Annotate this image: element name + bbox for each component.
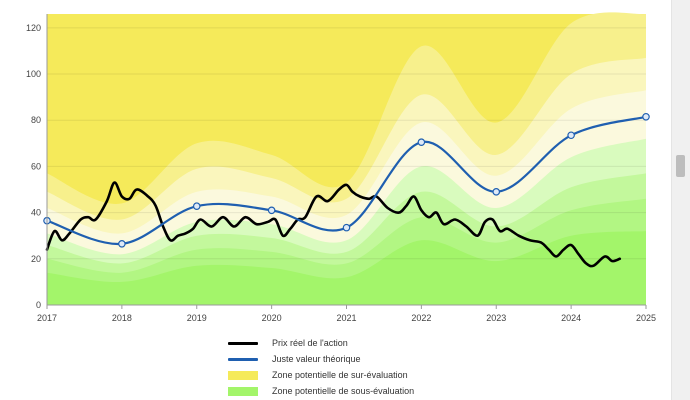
chart-legend: Prix réel de l'action Juste valeur théor… (228, 335, 414, 399)
price-line (45, 181, 622, 268)
legend-label-overvaluation: Zone potentielle de sur-évaluation (272, 370, 408, 380)
x-tick-label-2018: 2018 (112, 313, 132, 323)
legend-swatch-undervaluation (228, 386, 258, 396)
valuation-chart: 0 20 40 60 80 100 120 2017 2018 2019 2020 2021 2022 2… (26, 12, 656, 323)
legend-item-overvaluation[interactable]: Zone potentielle de sur-évaluation (228, 367, 414, 383)
x-tick-label-2020: 2020 (262, 313, 282, 323)
scrollbar-thumb[interactable] (676, 155, 685, 177)
legend-label-fair-value: Juste valeur théorique (272, 354, 361, 364)
valuation-band-8 (47, 231, 646, 305)
fair-value-point-4 (267, 206, 276, 215)
y-tick-label-60: 60 (31, 161, 41, 171)
legend-swatch-price (228, 341, 258, 345)
fair-value-line (45, 115, 648, 245)
fair-value-point-9 (642, 112, 650, 121)
legend-item-price[interactable]: Prix réel de l'action (228, 335, 414, 351)
chart-axes: 0 20 40 60 80 100 120 2017 2018 2019 2020 2021 2022 2… (26, 14, 656, 323)
x-tick-label-2023: 2023 (486, 313, 506, 323)
legend-swatch-fair-value (228, 357, 258, 361)
page-scrollbar[interactable] (671, 0, 690, 400)
legend-label-price: Prix réel de l'action (272, 338, 348, 348)
fair-value-point-8 (567, 131, 575, 140)
y-tick-label-20: 20 (31, 254, 41, 264)
x-tick-label-2021: 2021 (336, 313, 356, 323)
legend-label-undervaluation: Zone potentielle de sous-évaluation (272, 386, 415, 396)
fair-value-point-7 (492, 188, 501, 196)
valuation-zones (47, 12, 646, 306)
y-tick-label-40: 40 (31, 208, 41, 218)
fair-value-point-5 (342, 223, 351, 232)
y-tick-label-120: 120 (26, 23, 41, 33)
chart-gridlines (47, 27, 646, 306)
x-tick-label-2017: 2017 (37, 313, 57, 323)
x-tick-label-2022: 2022 (411, 313, 431, 323)
x-tick-label-2024: 2024 (561, 313, 581, 323)
series-lines (45, 115, 648, 268)
legend-item-undervaluation[interactable]: Zone potentielle de sous-évaluation (228, 383, 414, 399)
legend-swatch-overvaluation (228, 370, 258, 380)
legend-item-fair-value[interactable]: Juste valeur théorique (228, 351, 414, 367)
y-tick-label-80: 80 (31, 115, 41, 125)
y-tick-label-0: 0 (36, 300, 41, 310)
fair-value-markers (43, 112, 650, 248)
fair-value-point-6 (417, 138, 426, 146)
y-tick-label-100: 100 (26, 69, 41, 79)
x-tick-label-2019: 2019 (187, 313, 207, 323)
fair-value-point-2 (118, 239, 126, 248)
fair-value-point-3 (192, 202, 201, 210)
x-tick-label-2025: 2025 (636, 313, 656, 323)
